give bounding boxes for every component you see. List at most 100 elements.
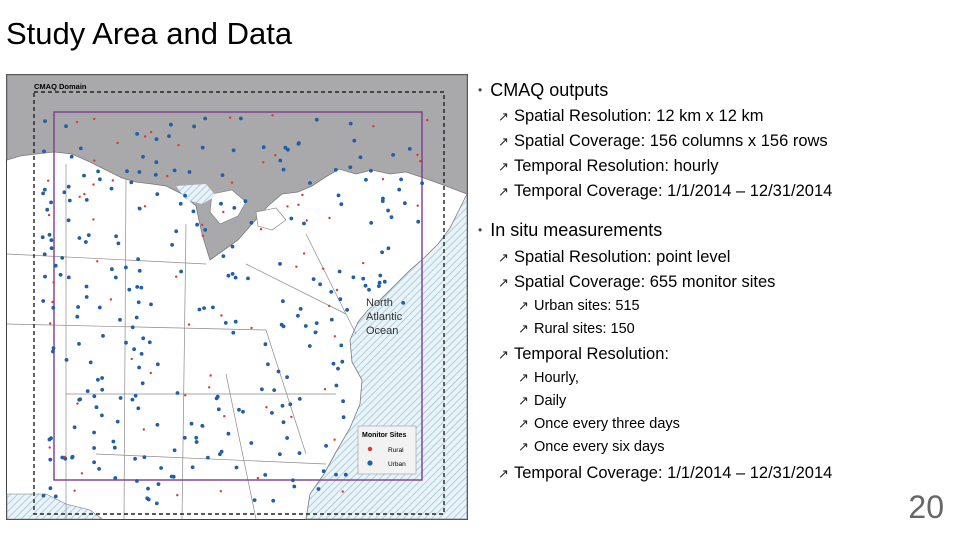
cmaq-domain-label: CMAQ Domain	[34, 82, 87, 91]
urban-site-marker	[183, 193, 188, 198]
bullet-dot-icon: •	[478, 223, 483, 237]
insitu-spatial-resolution: Spatial Resolution: point level	[514, 248, 731, 266]
urban-site-marker	[58, 272, 63, 277]
urban-site-marker	[351, 275, 356, 280]
legend-title: Monitor Sites	[362, 432, 406, 439]
cmaq-item: ↗ Temporal Coverage: 1/1/2014 – 12/31/201…	[498, 182, 832, 201]
rural-site-marker	[47, 179, 50, 182]
rural-site-marker	[228, 116, 232, 119]
cmaq-domain-outline	[33, 91, 445, 515]
urban-site-marker	[86, 233, 91, 238]
urban-site-marker	[137, 170, 142, 174]
bullet-arrow-icon: ↗	[518, 298, 529, 313]
urban-site-marker	[192, 124, 197, 129]
insitu-subitem: ↗ Hourly,	[518, 370, 579, 386]
urban-site-marker	[281, 299, 285, 304]
insitu-temporal-resolution: Temporal Resolution:	[514, 345, 669, 363]
rural-site-marker	[250, 326, 253, 330]
urban-site-marker	[285, 375, 289, 379]
cmaq-item-text: Temporal Resolution: hourly	[514, 157, 719, 175]
rural-site-marker	[223, 415, 226, 418]
urban-site-marker	[401, 301, 406, 305]
urban-site-marker	[288, 402, 293, 407]
rural-site-marker	[295, 265, 298, 268]
rural-site-marker	[143, 205, 147, 208]
urban-site-marker	[100, 387, 105, 392]
urban-site-marker	[64, 124, 68, 129]
rural-site-marker	[78, 195, 81, 198]
urban-site-marker	[156, 482, 161, 486]
ocean-label-line2: Atlantic	[366, 311, 403, 323]
urban-site-marker	[98, 177, 102, 182]
urban-site-marker	[339, 202, 344, 207]
rural-site-marker	[328, 216, 331, 220]
urban-site-marker	[154, 137, 159, 141]
urban-site-marker	[223, 321, 228, 325]
urban-site-marker	[125, 169, 129, 174]
urban-site-marker	[336, 193, 341, 198]
insitu-item: ↗ Temporal Coverage: 1/1/2014 – 12/31/201…	[498, 464, 832, 483]
urban-site-marker	[195, 222, 200, 227]
urban-site-marker	[113, 275, 118, 280]
bullet-arrow-icon: ↗	[518, 439, 529, 454]
urban-site-marker	[66, 275, 71, 280]
rural-site-marker	[219, 490, 222, 493]
urban-site-marker	[231, 330, 236, 335]
temporal-hourly: Hourly,	[534, 370, 579, 386]
urban-site-marker	[369, 221, 374, 225]
rural-site-marker	[265, 406, 268, 409]
urban-site-marker	[237, 407, 241, 412]
urban-site-marker	[169, 474, 174, 479]
bullet-arrow-icon: ↗	[498, 134, 509, 149]
urban-site-marker	[155, 422, 160, 427]
urban-site-marker	[154, 160, 159, 165]
study-domain-box	[53, 111, 423, 481]
urban-site-marker	[77, 236, 82, 240]
urban-site-marker	[194, 440, 199, 444]
urban-sites: Urban sites: 515	[534, 298, 640, 314]
urban-site-marker	[292, 484, 297, 489]
urban-site-marker	[78, 397, 83, 402]
urban-site-marker	[187, 170, 192, 174]
urban-site-marker	[348, 165, 353, 170]
urban-site-marker	[155, 362, 160, 367]
urban-site-marker	[47, 437, 52, 442]
rural-site-marker	[230, 181, 234, 184]
bullet-arrow-icon: ↗	[498, 159, 509, 174]
insitu-item: ↗ Spatial Resolution: point level	[498, 248, 730, 267]
rural-site-marker	[333, 438, 336, 441]
urban-site-marker	[136, 406, 141, 411]
urban-site-marker	[169, 122, 173, 127]
ocean-label-line1: North	[366, 297, 393, 309]
temporal-three-days: Once every three days	[534, 416, 680, 432]
urban-site-marker	[307, 344, 312, 348]
urban-site-marker	[249, 441, 254, 445]
rural-site-marker	[73, 489, 76, 492]
rural-site-marker	[209, 374, 212, 377]
urban-site-marker	[41, 299, 46, 303]
urban-site-marker	[53, 494, 58, 499]
urban-site-marker	[194, 435, 199, 440]
urban-site-marker	[191, 209, 196, 214]
urban-site-marker	[302, 221, 306, 226]
rural-site-marker	[175, 275, 178, 278]
rural-sites: Rural sites: 150	[534, 321, 635, 337]
bullet-arrow-icon: ↗	[498, 109, 509, 124]
urban-site-marker	[339, 343, 344, 348]
monitor-site-dots	[40, 114, 429, 506]
urban-site-marker	[329, 317, 334, 322]
urban-site-marker	[386, 208, 390, 213]
urban-site-marker	[153, 172, 158, 177]
urban-site-marker	[100, 413, 104, 418]
urban-site-marker	[84, 295, 89, 299]
rural-site-marker	[51, 300, 54, 304]
urban-site-marker	[66, 218, 71, 223]
urban-site-marker	[92, 394, 97, 399]
urban-site-marker	[48, 457, 53, 462]
bullet-arrow-icon: ↗	[518, 370, 529, 385]
urban-site-marker	[280, 403, 285, 408]
urban-site-marker	[172, 448, 177, 453]
urban-site-marker	[75, 314, 80, 319]
rural-site-marker	[416, 153, 419, 157]
urban-site-marker	[127, 287, 132, 292]
